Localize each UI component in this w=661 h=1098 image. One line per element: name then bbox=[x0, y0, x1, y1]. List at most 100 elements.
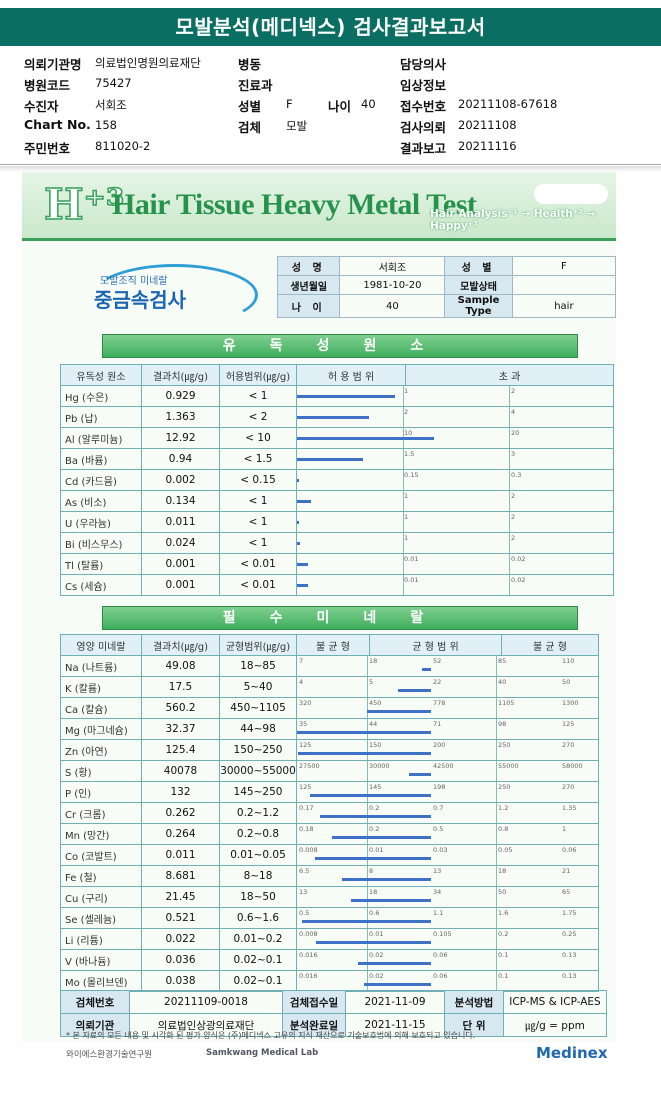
range-bar-cell: 0.15 0.3 bbox=[296, 469, 614, 491]
element-name: Al (알루미늄) bbox=[60, 427, 142, 449]
result-value: 560.2 bbox=[141, 697, 220, 719]
balance-bar-cell: 13 18 34 50 65 bbox=[296, 886, 599, 908]
range-divider bbox=[367, 929, 368, 949]
element-name: Hg (수은) bbox=[60, 385, 142, 407]
info-name-value: 서회조 bbox=[339, 256, 446, 276]
result-bar bbox=[301, 920, 431, 923]
excess-limit-line bbox=[509, 533, 510, 553]
tick-label: 320 bbox=[299, 699, 312, 707]
balance-bar-cell: 7 18 52 85 110 bbox=[296, 655, 599, 677]
tick-label: 10 bbox=[404, 429, 413, 437]
mineral-name: Cu (구리) bbox=[60, 886, 142, 908]
allowed-range: < 0.15 bbox=[219, 469, 297, 491]
result-value: 0.94 bbox=[141, 448, 220, 470]
result-bar bbox=[364, 983, 431, 986]
tick-label: 4 bbox=[299, 678, 304, 686]
mineral-name: Mn (망간) bbox=[60, 823, 142, 845]
element-name: U (우라늄) bbox=[60, 511, 142, 533]
mineral-name: K (칼륨) bbox=[60, 676, 142, 698]
balance-bar-cell: 4 5 22 40 50 bbox=[296, 676, 599, 698]
patient-value: 서회조 bbox=[95, 98, 127, 112]
balance-bar-cell: 125 145 198 250 270 bbox=[296, 781, 599, 803]
tick-label: 0.2 bbox=[498, 930, 509, 938]
result-bar bbox=[297, 395, 396, 398]
tick-label: 0.15 bbox=[404, 471, 419, 479]
result-value: 32.37 bbox=[141, 718, 220, 740]
mineral-header-cell: 불 균 형 bbox=[296, 634, 370, 656]
range-divider bbox=[496, 929, 497, 949]
element-name: Ba (바륨) bbox=[60, 448, 142, 470]
client-label: 의뢰기관 bbox=[60, 1013, 130, 1037]
range-bar-cell: 1.5 3 bbox=[296, 448, 614, 470]
balance-bar-cell: 0.17 0.2 0.7 1.2 1.35 bbox=[296, 802, 599, 824]
tick-label: 450 bbox=[369, 699, 382, 707]
result-value: 0.264 bbox=[141, 823, 220, 845]
allowed-range: < 2 bbox=[219, 406, 297, 428]
result-bar bbox=[297, 521, 299, 524]
allowed-range: < 1 bbox=[219, 385, 297, 407]
tick-label: 30000 bbox=[369, 762, 390, 770]
patient-label: 수진자 bbox=[24, 99, 59, 114]
tick-label: 250 bbox=[498, 783, 511, 791]
result-value: 0.038 bbox=[141, 970, 220, 992]
ward-label: 병동 bbox=[238, 57, 262, 72]
element-name: Cs (세슘) bbox=[60, 574, 142, 596]
toxic-row: Ba (바륨) 0.94 < 1.5 1.5 3 bbox=[60, 448, 614, 470]
result-bar bbox=[350, 899, 431, 902]
result-bar bbox=[297, 752, 431, 755]
tick-label: 8 bbox=[369, 867, 374, 875]
balance-bar-cell: 0.008 0.01 0.03 0.05 0.06 bbox=[296, 844, 599, 866]
tick-label: 1.6 bbox=[498, 909, 509, 917]
tick-label: 0.03 bbox=[433, 846, 448, 854]
range-divider bbox=[367, 971, 368, 991]
result-value: 49.08 bbox=[141, 655, 220, 677]
range-divider bbox=[367, 845, 368, 865]
mineral-row: Mg (마그네슘) 32.37 44~98 35 44 71 98 125 bbox=[60, 718, 599, 740]
tick-label: 1.2 bbox=[498, 804, 509, 812]
toxic-row: Cd (카드뮴) 0.002 < 0.15 0.15 0.3 bbox=[60, 469, 614, 491]
toxic-header-cell: 결과치(㎍/g) bbox=[141, 364, 220, 386]
code-value: 75427 bbox=[95, 76, 132, 90]
tick-label: 44 bbox=[369, 720, 378, 728]
tick-label: 778 bbox=[433, 699, 446, 707]
range-divider bbox=[367, 761, 368, 781]
balance-bar-cell: 0.016 0.02 0.06 0.1 0.13 bbox=[296, 970, 599, 992]
mineral-row: Co (코발트) 0.011 0.01~0.05 0.008 0.01 0.03 0.05 0… bbox=[60, 844, 599, 866]
mineral-row: V (바나듐) 0.036 0.02~0.1 0.016 0.02 0.06 0.1 0.13 bbox=[60, 949, 599, 971]
balance-range: 8~18 bbox=[219, 865, 297, 887]
balance-range: 0.01~0.2 bbox=[219, 928, 297, 950]
range-divider bbox=[367, 950, 368, 970]
range-divider bbox=[496, 761, 497, 781]
tick-label: 65 bbox=[562, 888, 571, 896]
tick-label: 1300 bbox=[562, 699, 579, 707]
tick-label: 0.02 bbox=[369, 951, 384, 959]
result-value: 0.929 bbox=[141, 385, 220, 407]
balance-bar-cell: 0.18 0.2 0.5 0.8 1 bbox=[296, 823, 599, 845]
range-divider bbox=[496, 677, 497, 697]
balance-range: 145~250 bbox=[219, 781, 297, 803]
excess-limit-line bbox=[509, 491, 510, 511]
tick-label: 0.06 bbox=[433, 951, 448, 959]
result-value: 40078 bbox=[141, 760, 220, 782]
tick-label: 198 bbox=[433, 783, 446, 791]
range-divider bbox=[367, 866, 368, 886]
result-value: 0.002 bbox=[141, 469, 220, 491]
result-value: 8.681 bbox=[141, 865, 220, 887]
tick-label: 0.8 bbox=[498, 825, 509, 833]
balance-range: 18~85 bbox=[219, 655, 297, 677]
result-value: 0.134 bbox=[141, 490, 220, 512]
id-value: 811020-2 bbox=[95, 139, 151, 153]
tick-label: 1105 bbox=[498, 699, 515, 707]
tick-label: 7 bbox=[299, 657, 304, 665]
tick-label: 18 bbox=[369, 657, 378, 665]
allowed-limit-line bbox=[403, 575, 404, 595]
completed-value: 2021-11-15 bbox=[345, 1013, 445, 1037]
balance-bar-cell: 6.5 8 13 18 21 bbox=[296, 865, 599, 887]
info-age-label: 나 이 bbox=[276, 294, 341, 318]
info-hair-label: 모발상태 bbox=[444, 275, 513, 295]
range-divider bbox=[496, 803, 497, 823]
range-divider bbox=[367, 908, 368, 928]
mineral-name: Ca (칼슘) bbox=[60, 697, 142, 719]
